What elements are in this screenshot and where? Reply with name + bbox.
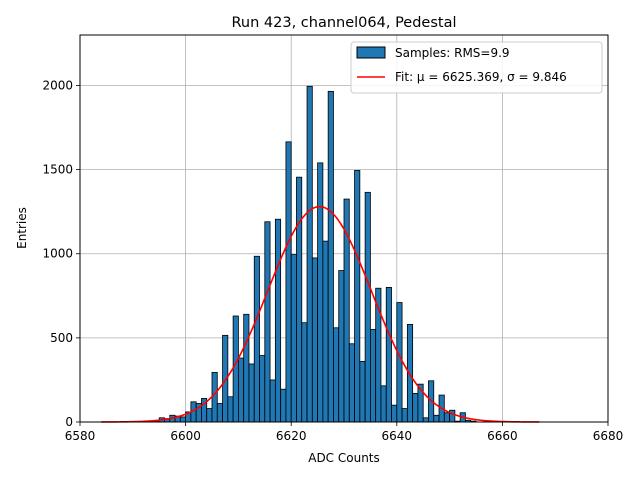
histogram-bar [401,408,408,423]
histogram-bar [354,170,361,423]
gaussian-fit-line [101,205,540,423]
x-axis-ticks: 6580 6600 6620 6640 6660 6680 [65,422,624,443]
y-tick-label: 2000 [42,78,73,92]
y-tick-label: 1000 [42,247,73,261]
histogram-bar [211,371,218,423]
histogram-bar [348,343,355,423]
histogram-bar [369,329,377,423]
histogram-bar [443,412,451,423]
histogram-bar [391,404,398,423]
y-axis-label: Entries [15,207,29,249]
histogram-bar [248,363,255,423]
histogram-bar [259,355,266,423]
histogram-bar [359,361,366,423]
histogram-bar [327,90,334,423]
legend: Samples: RMS=9.9 Fit: μ = 6625.369, σ = … [350,41,603,94]
y-tick-label: 1500 [42,163,73,177]
y-axis-ticks: 0 500 1000 1500 2000 [42,78,80,429]
histogram-bar [433,414,440,423]
histogram-bars [153,85,477,423]
histogram-bar [338,270,345,423]
histogram-bar [385,286,392,423]
histogram-bar [285,141,292,423]
legend-fit-label: Fit: μ = 6625.369, σ = 9.846 [395,70,567,84]
legend-histogram-swatch [356,46,386,59]
histogram-bar [274,218,282,423]
histogram-bar [269,379,276,423]
histogram-bar [296,176,303,423]
histogram-bar [264,221,271,423]
legend-histogram-label: Samples: RMS=9.9 [395,46,510,60]
histogram-bar [237,357,245,423]
y-tick-label: 500 [50,331,73,345]
histogram-bar [227,396,234,423]
histogram-bar [232,315,239,423]
x-tick-label: 6580 [65,429,96,443]
histogram-bar [243,313,250,423]
x-tick-label: 6620 [276,429,307,443]
histogram-bar [306,85,313,423]
histogram-bar [364,191,371,423]
x-tick-label: 6660 [487,429,518,443]
chart-title: Run 423, channel064, Pedestal [231,15,456,31]
histogram-bar [311,257,319,423]
x-tick-label: 6640 [382,429,413,443]
histogram-bar [396,302,403,423]
histogram-bar [380,385,387,423]
x-axis-label: ADC Counts [308,451,380,465]
histogram-bar [449,409,456,423]
histogram-bar [412,392,419,423]
histogram-bar [333,327,340,423]
histogram-bar [317,162,324,423]
histogram-bar [216,403,223,423]
histogram-bar [290,254,297,423]
histogram-bar [322,240,329,423]
histogram-bar [422,417,429,423]
histogram-bar [280,388,287,423]
y-tick-label: 0 [65,415,73,429]
plot-frame [79,34,609,423]
legend-box [350,41,603,94]
x-tick-label: 6680 [593,429,624,443]
histogram-bar [206,408,213,423]
histogram-bar [179,416,187,423]
x-tick-label: 6600 [170,429,201,443]
histogram-bar [253,255,260,423]
histogram-bar [301,322,308,423]
